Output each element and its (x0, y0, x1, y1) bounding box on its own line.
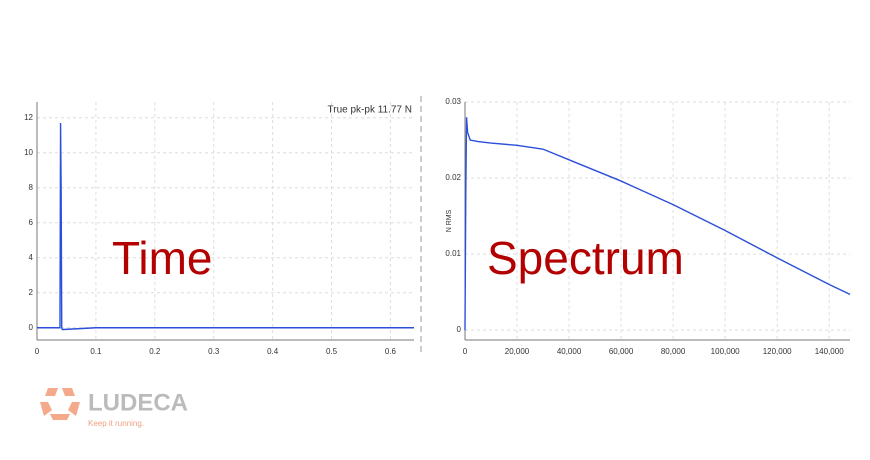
logo-tagline: Keep it running. (88, 419, 144, 428)
logo-icon (40, 388, 80, 420)
overlay-label: Time (112, 232, 213, 284)
x-tick-label: 80,000 (661, 347, 686, 356)
x-tick-label: 0.6 (385, 347, 397, 356)
x-tick-label: 120,000 (763, 347, 792, 356)
x-tick-label: 0.2 (149, 347, 161, 356)
x-tick-label: 0.1 (90, 347, 102, 356)
x-tick-label: 20,000 (505, 347, 530, 356)
y-tick-label: 2 (29, 288, 34, 297)
data-line (37, 122, 414, 331)
y-tick-label: 6 (29, 218, 34, 227)
y-tick-label: 12 (24, 113, 33, 122)
x-tick-label: 0.4 (267, 347, 279, 356)
logo-name: LUDECA (88, 389, 188, 416)
y-tick-label: 8 (29, 183, 34, 192)
x-tick-label: 140,000 (815, 347, 844, 356)
y-axis-label: N RMS (446, 209, 453, 232)
x-tick-label: 0 (463, 347, 468, 356)
y-tick-label: 10 (24, 148, 33, 157)
x-tick-label: 40,000 (557, 347, 582, 356)
y-tick-label: 0.03 (445, 97, 461, 106)
x-tick-label: 60,000 (609, 347, 634, 356)
annotation: True pk-pk 11.77 N (328, 105, 412, 116)
x-tick-label: 0.3 (208, 347, 220, 356)
y-tick-label: 0.02 (445, 173, 461, 182)
overlay-label: Spectrum (487, 232, 684, 284)
y-tick-label: 0 (29, 323, 34, 332)
data-line (464, 117, 851, 331)
x-tick-label: 0 (35, 347, 40, 356)
x-tick-label: 0.5 (326, 347, 338, 356)
y-tick-label: 0.01 (445, 249, 461, 258)
y-tick-label: 4 (29, 253, 34, 262)
y-tick-label: 0 (457, 325, 462, 334)
x-tick-label: 100,000 (711, 347, 740, 356)
